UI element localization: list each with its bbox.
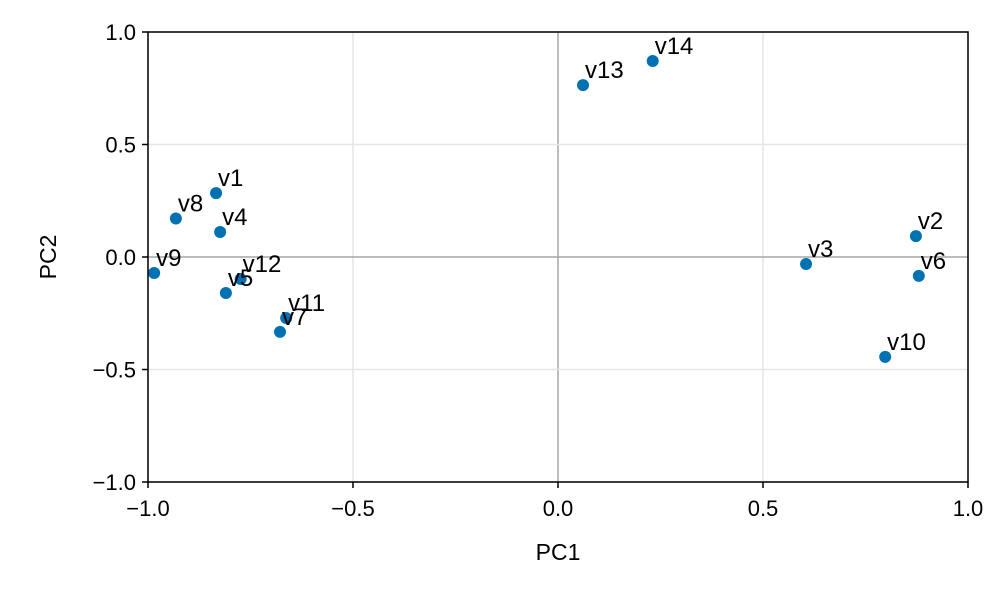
point-label-v5: v5 bbox=[228, 265, 253, 292]
ticks-layer: −1.0 −0.5 0.0 0.5 1.0 −1.0 −0.5 0.0 0.5 1.0 bbox=[93, 20, 984, 521]
data-point-v5 bbox=[219, 287, 232, 299]
point-label-v9: v9 bbox=[156, 245, 181, 272]
data-point-v12 bbox=[234, 273, 247, 286]
point-label-v13: v13 bbox=[585, 57, 624, 84]
data-point-v3 bbox=[800, 257, 813, 270]
y-tick-label: −0.5 bbox=[93, 358, 136, 383]
data-point-v8 bbox=[169, 212, 182, 225]
data-point-v11 bbox=[280, 311, 293, 324]
x-tick-label: −1.0 bbox=[126, 496, 169, 521]
x-axis-label: PC1 bbox=[536, 539, 581, 565]
point-label-v12: v12 bbox=[243, 251, 282, 278]
point-label-v14: v14 bbox=[655, 33, 694, 60]
point-label-v7: v7 bbox=[282, 304, 307, 331]
x-tick-label: 0.0 bbox=[543, 496, 574, 521]
y-tick-label: 1.0 bbox=[105, 20, 136, 45]
points-layer bbox=[148, 55, 925, 363]
data-point-v2 bbox=[909, 230, 922, 243]
data-point-v14 bbox=[646, 55, 659, 68]
point-label-v2: v2 bbox=[918, 208, 943, 235]
x-tick-label: 0.5 bbox=[748, 496, 779, 521]
x-tick-label: −0.5 bbox=[331, 496, 374, 521]
data-point-v13 bbox=[577, 79, 590, 92]
point-label-v1: v1 bbox=[218, 165, 243, 192]
point-label-v6: v6 bbox=[921, 248, 946, 275]
y-axis-label: PC2 bbox=[35, 235, 61, 280]
data-point-v4 bbox=[214, 226, 227, 239]
y-tick-label: 0.0 bbox=[105, 245, 136, 270]
point-label-v10: v10 bbox=[887, 329, 926, 356]
y-tick-label: −1.0 bbox=[93, 470, 136, 495]
point-label-v8: v8 bbox=[178, 191, 203, 218]
data-point-v6 bbox=[912, 269, 925, 282]
point-label-v4: v4 bbox=[222, 204, 247, 231]
point-label-v3: v3 bbox=[808, 236, 833, 263]
data-point-v1 bbox=[210, 187, 223, 200]
x-tick-label: 1.0 bbox=[953, 496, 984, 521]
data-point-v10 bbox=[879, 350, 892, 363]
data-point-v7 bbox=[274, 325, 287, 338]
data-point-v9 bbox=[148, 266, 161, 279]
point-label-v11: v11 bbox=[288, 290, 325, 317]
y-tick-label: 0.5 bbox=[105, 133, 136, 158]
